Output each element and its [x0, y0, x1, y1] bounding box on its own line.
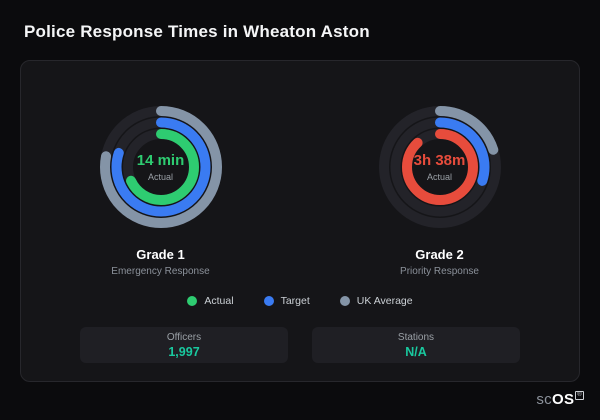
gauge-grade-2-svg: [378, 106, 501, 228]
gauge-grade-2-rings: 3h 38m Actual: [376, 103, 504, 231]
gauge-subtitle: Priority Response: [400, 266, 479, 277]
stat-value: 1,997: [168, 344, 200, 359]
gauge-title: Grade 1: [136, 247, 185, 262]
legend-item-uk-average[interactable]: UK Average: [339, 295, 413, 307]
legend: Actual Target UK Average: [21, 295, 579, 307]
page-title: Police Response Times in Wheaton Aston: [24, 22, 370, 41]
brand-suffix: OS: [551, 391, 575, 408]
stat-value: N/A: [405, 344, 427, 359]
legend-dot-target-icon: [263, 296, 274, 306]
brand-prefix: sc: [536, 391, 552, 408]
stat-box-officers: Officers 1,997: [80, 327, 288, 363]
gauge-title: Grade 2: [415, 247, 464, 262]
stats-row: Officers 1,997 Stations N/A: [21, 327, 579, 363]
gauge-grade-1-svg: [99, 106, 222, 228]
legend-dot-uk-average-icon: [339, 296, 350, 306]
legend-item-target[interactable]: Target: [263, 295, 310, 307]
stat-box-stations: Stations N/A: [312, 327, 520, 363]
legend-dot-actual-icon: [187, 296, 198, 306]
legend-item-actual[interactable]: Actual: [187, 295, 234, 307]
stat-label: Officers: [166, 331, 202, 343]
brand-logo: scOS ®: [536, 391, 584, 408]
stat-label: Stations: [397, 331, 435, 343]
gauge-grade-2: 3h 38m Actual Grade 2 Priority Response: [330, 103, 550, 277]
response-times-card: 14 min Actual Grade 1 Emergency Response…: [20, 60, 580, 382]
gauges-row: 14 min Actual Grade 1 Emergency Response…: [21, 103, 579, 277]
gauge-subtitle: Emergency Response: [111, 266, 210, 277]
registered-trademark-icon: ®: [575, 391, 584, 400]
legend-label: Target: [280, 295, 310, 307]
legend-label: Actual: [204, 295, 234, 307]
legend-label: UK Average: [356, 295, 413, 307]
gauge-grade-1: 14 min Actual Grade 1 Emergency Response: [51, 103, 271, 277]
gauge-grade-1-rings: 14 min Actual: [97, 103, 225, 231]
